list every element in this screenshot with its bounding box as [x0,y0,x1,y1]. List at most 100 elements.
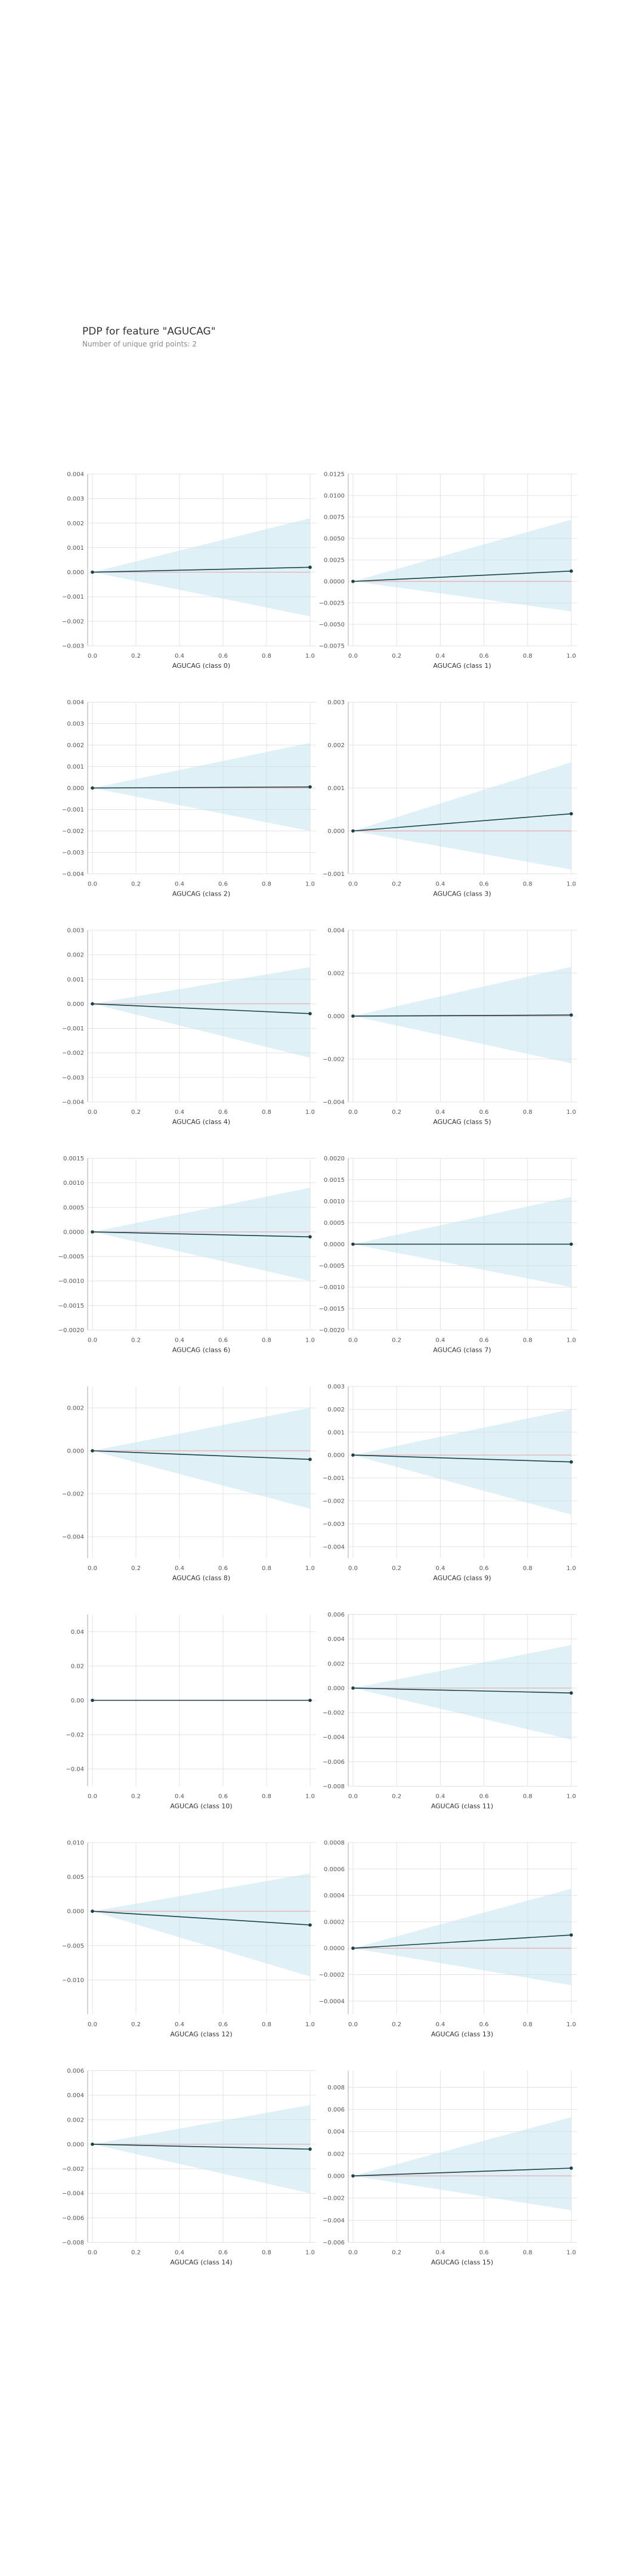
y-tick-label: 0.000 [67,1909,84,1915]
x-tick-label: 0.6 [218,653,228,660]
y-tick-label: 0.002 [67,1405,84,1412]
y-tick-label: 0.002 [327,971,345,977]
y-tick-label: −0.003 [62,850,84,856]
y-tick-label: −0.0020 [319,1327,345,1334]
pdp-point [91,1449,94,1453]
pdp-line [352,1014,572,1017]
y-tick-label: −0.0050 [319,622,345,628]
confidence-band [353,1409,571,1515]
x-tick-label: 0.0 [348,1109,358,1116]
y-tick-label: 0.0010 [324,1199,345,1205]
x-axis-label: AGUCAG (class 2) [172,890,230,898]
x-tick-label: 0.0 [88,1337,97,1344]
pdp-point [351,1242,355,1246]
pdp-line [352,1934,572,1949]
subplot-class-11: −0.008 −0.006 −0.004 −0.002 0.000 0.002 0.004 0… [323,1612,577,1810]
x-tick-label: 0.4 [435,2250,445,2256]
y-tick-label: 0.002 [67,521,84,527]
x-axis-label: AGUCAG (class 14) [170,2259,232,2267]
pdp-line [92,566,311,573]
x-tick-label: 0.8 [262,2021,271,2028]
x-axis-label: AGUCAG (class 6) [172,1346,230,1354]
x-tick-label: 1.0 [305,653,315,660]
y-tick-label: 0.000 [327,2174,345,2180]
subplot-class-7: −0.0020 −0.0015 −0.0010 −0.0005 0.0000 0.0005… [319,1156,577,1354]
y-tick-label: 0.000 [67,785,84,792]
y-tick-label: 0.001 [67,764,84,770]
x-tick-label: 0.8 [262,653,271,660]
y-tick-label: −0.003 [323,1521,345,1528]
x-tick-label: 0.2 [131,2250,141,2256]
y-tick-label: −0.0020 [58,1327,84,1334]
y-tick-label: −0.002 [323,1498,345,1505]
y-tick-label: 0.0075 [324,515,345,521]
x-tick-label: 0.8 [523,1794,532,1800]
x-tick-label: 0.2 [131,1794,141,1800]
y-tick-label: −0.0002 [319,1972,345,1979]
y-tick-label: −0.004 [62,871,84,878]
y-tick-label: 0.00 [71,1698,84,1704]
x-tick-label: 0.8 [262,1109,271,1116]
x-axis-label: AGUCAG (class 13) [431,2030,493,2038]
y-tick-label: 0.000 [327,1453,345,1459]
y-tick-label: 0.000 [327,828,345,835]
pdp-point [351,829,355,833]
y-tick-label: 0.001 [67,545,84,552]
y-tick-label: −0.004 [323,1100,345,1106]
pdp-point [91,2142,94,2146]
x-tick-label: 1.0 [305,1109,315,1116]
x-tick-label: 0.4 [435,881,445,888]
chart-subtitle: Number of unique grid points: 2 [82,340,197,348]
x-tick-label: 0.2 [392,881,401,888]
confidence-band [353,1888,571,1986]
x-tick-label: 0.0 [348,1565,358,1572]
pdp-line [352,1454,572,1463]
y-tick-label: 0.0050 [324,536,345,543]
x-tick-label: 0.6 [479,653,489,660]
x-tick-label: 0.8 [523,2250,532,2256]
y-tick-label: 0.004 [67,699,84,706]
y-tick-label: 0.000 [67,569,84,576]
subplot-class-1: −0.0075 −0.0050 −0.0025 0.0000 0.0025 0.0050 0… [319,472,577,670]
x-tick-label: 0.0 [348,2021,358,2028]
y-tick-label: 0.002 [327,742,345,749]
x-tick-label: 0.6 [479,2021,489,2028]
y-tick-label: −0.006 [62,2215,84,2222]
pdp-point [351,1686,355,1690]
confidence-band [92,2105,310,2194]
x-tick-label: 1.0 [566,881,576,888]
y-tick-label: −0.002 [62,2166,84,2173]
y-tick-label: 0.002 [327,1407,345,1413]
x-tick-label: 0.0 [88,653,97,660]
y-tick-label: −0.0025 [319,600,345,607]
pdp-line [352,813,572,832]
y-tick-label: 0.001 [327,785,345,792]
y-tick-label: −0.008 [323,1784,345,1790]
y-tick-label: −0.0010 [58,1278,84,1285]
y-tick-label: 0.002 [327,1661,345,1667]
y-tick-label: 0.0006 [324,1866,345,1873]
y-tick-label: 0.006 [327,2107,345,2113]
x-tick-label: 0.2 [392,1337,401,1344]
y-tick-label: 0.0005 [63,1205,84,1211]
y-tick-label: −0.006 [323,1759,345,1766]
y-tick-label: 0.006 [67,2068,84,2075]
x-tick-label: 0.2 [392,1109,401,1116]
x-axis-label: AGUCAG (class 15) [431,2259,493,2267]
x-tick-label: 0.8 [262,881,271,888]
y-tick-label: 0.000 [67,1001,84,1008]
y-tick-label: 0.0020 [324,1156,345,1162]
y-tick-label: −0.0015 [319,1306,345,1312]
x-tick-label: 0.2 [131,1565,141,1572]
y-tick-label: 0.001 [327,1429,345,1436]
x-tick-label: 0.2 [392,1794,401,1800]
x-axis-label: AGUCAG (class 9) [433,1574,491,1582]
chart-title: PDP for feature "AGUCAG" [82,326,216,338]
y-tick-label: 0.000 [67,1448,84,1455]
x-tick-label: 1.0 [566,2021,576,2028]
y-tick-label: 0.004 [327,2129,345,2135]
pdp-point [308,1923,312,1927]
x-tick-label: 0.8 [523,1565,532,1572]
confidence-band [353,519,571,612]
